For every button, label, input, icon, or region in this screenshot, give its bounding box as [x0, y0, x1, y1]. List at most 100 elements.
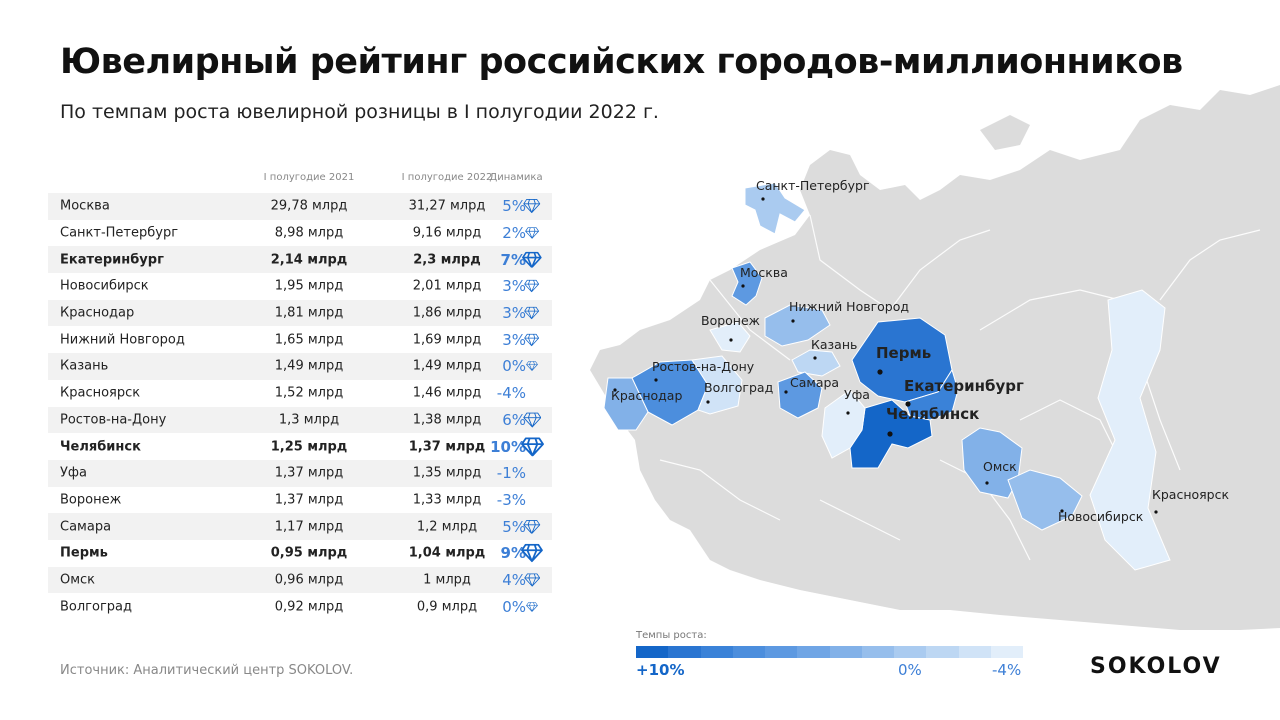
city-dot	[1154, 510, 1158, 514]
row-dynamic: 9%	[500, 544, 526, 563]
diamond-icon	[518, 573, 546, 587]
region-kazan	[791, 349, 841, 377]
row-city: Самара	[60, 519, 112, 535]
row-value-2021: 29,78 млрд	[270, 198, 348, 214]
map-city-label: Омск	[983, 459, 1017, 474]
row-value-2022: 9,16 млрд	[412, 225, 482, 241]
page-title: Ювелирный рейтинг российских городов-мил…	[60, 42, 1183, 82]
diamond-icon	[518, 251, 546, 268]
city-dot	[706, 400, 710, 404]
header-dynamic: Динамика	[489, 172, 543, 183]
map-labels: Санкт-Петербург Москва Нижний Новгород Воро…	[611, 178, 1229, 524]
row-dynamic: 3%	[502, 277, 526, 296]
legend-swatch	[861, 646, 894, 658]
city-dot	[877, 369, 883, 375]
map-city-label: Нижний Новгород	[789, 299, 909, 314]
region-ufa	[821, 389, 866, 459]
row-value-2022: 1,35 млрд	[412, 465, 482, 481]
legend-mid-label: 0%	[898, 661, 922, 679]
russia-map: Санкт-Петербург Москва Нижний Новгород Воро…	[590, 85, 1280, 630]
row-value-2021: 1,25 млрд	[270, 439, 348, 455]
diamond-icon	[518, 199, 546, 214]
row-value-2021: 8,98 млрд	[274, 225, 344, 241]
legend-swatch	[990, 646, 1023, 658]
row-value-2021: 0,96 млрд	[274, 572, 344, 588]
table-row: Краснодар 1,81 млрд 1,86 млрд 3%	[48, 299, 552, 327]
legend-swatch	[732, 646, 765, 658]
row-dynamic: 6%	[502, 410, 526, 429]
city-dot	[985, 481, 989, 485]
row-dynamic: 0%	[502, 357, 526, 376]
row-city: Красноярск	[60, 385, 141, 401]
city-dot	[887, 431, 893, 437]
region-novosibirsk	[1007, 469, 1083, 531]
diamond-icon	[518, 361, 546, 372]
diamond-icon	[518, 519, 546, 534]
source-note: Источник: Аналитический центр SOKOLOV.	[60, 663, 354, 678]
map-city-label: Красноярск	[1152, 487, 1229, 502]
map-city-label: Екатеринбург	[904, 377, 1024, 395]
diamond-icon	[518, 601, 546, 612]
row-city: Краснодар	[60, 305, 135, 321]
region-sankt-peterburg	[744, 182, 806, 235]
region-moskva	[731, 261, 763, 306]
row-value-2021: 0,95 млрд	[270, 545, 348, 561]
map-city-label: Краснодар	[611, 388, 682, 403]
city-dot	[1060, 509, 1064, 513]
row-value-2021: 0,92 млрд	[274, 599, 344, 615]
region-voronezh	[709, 321, 751, 353]
region-nizhny	[764, 304, 831, 347]
region-volgograd	[691, 355, 743, 415]
page-subtitle: По темпам роста ювелирной розницы в I по…	[60, 101, 659, 123]
row-value-2021: 1,81 млрд	[274, 305, 344, 321]
map-city-label: Волгоград	[704, 380, 773, 395]
row-city: Воронеж	[60, 492, 122, 508]
row-dynamic: 5%	[502, 197, 526, 216]
table-header: I полугодие 2021 I полугодие 2022 Динами…	[48, 168, 552, 193]
legend-swatch	[829, 646, 862, 658]
region-samara	[777, 371, 823, 419]
row-dynamic: 3%	[502, 304, 526, 323]
table-row: Москва 29,78 млрд 31,27 млрд 5%	[48, 193, 552, 220]
table-row: Челябинск 1,25 млрд 1,37 млрд 10%	[48, 433, 552, 460]
row-dynamic: 2%	[502, 224, 526, 243]
map-city-label: Воронеж	[701, 313, 760, 328]
row-city: Екатеринбург	[60, 252, 164, 268]
row-value-2022: 1 млрд	[423, 572, 471, 588]
city-dot	[741, 284, 745, 288]
diamond-icon	[518, 280, 546, 293]
row-value-2022: 1,04 млрд	[408, 545, 486, 561]
legend-color-scale	[636, 646, 1023, 658]
row-value-2021: 2,14 млрд	[270, 252, 348, 268]
table-row: Нижний Новгород 1,65 млрд 1,69 млрд 3%	[48, 326, 552, 353]
table-row: Самара 1,17 млрд 1,2 млрд 5%	[48, 513, 552, 540]
row-value-2021: 1,52 млрд	[274, 385, 344, 401]
legend-swatch	[636, 646, 669, 658]
row-city: Москва	[60, 198, 110, 214]
city-dot	[784, 390, 788, 394]
legend-swatch	[765, 646, 798, 658]
legend-swatch	[894, 646, 927, 658]
row-value-2021: 1,3 млрд	[278, 412, 340, 428]
legend-swatch	[958, 646, 991, 658]
city-dot	[729, 338, 733, 342]
city-dot	[613, 388, 617, 392]
city-dot	[813, 356, 817, 360]
region-krasnoyarsk	[1089, 289, 1171, 571]
table-row: Новосибирск 1,95 млрд 2,01 млрд 3%	[48, 273, 552, 300]
brand-logo: SOKOLOV	[1090, 654, 1222, 679]
ranking-table: I полугодие 2021 I полугодие 2022 Динами…	[48, 168, 552, 620]
row-value-2022: 1,86 млрд	[412, 305, 482, 321]
map-city-label: Ростов-на-Дону	[652, 359, 755, 374]
table-row: Казань 1,49 млрд 1,49 млрд 0%	[48, 353, 552, 380]
row-value-2022: 1,46 млрд	[412, 385, 482, 401]
row-dynamic: -4%	[496, 384, 526, 403]
row-value-2022: 2,01 млрд	[412, 278, 482, 294]
diamond-icon	[518, 412, 546, 428]
row-dynamic: 10%	[490, 437, 526, 456]
map-city-label: Москва	[740, 265, 788, 280]
row-value-2022: 1,37 млрд	[408, 439, 486, 455]
row-value-2022: 1,2 млрд	[416, 519, 478, 535]
row-dynamic: 4%	[502, 570, 526, 589]
map-city-label: Самара	[790, 375, 839, 390]
